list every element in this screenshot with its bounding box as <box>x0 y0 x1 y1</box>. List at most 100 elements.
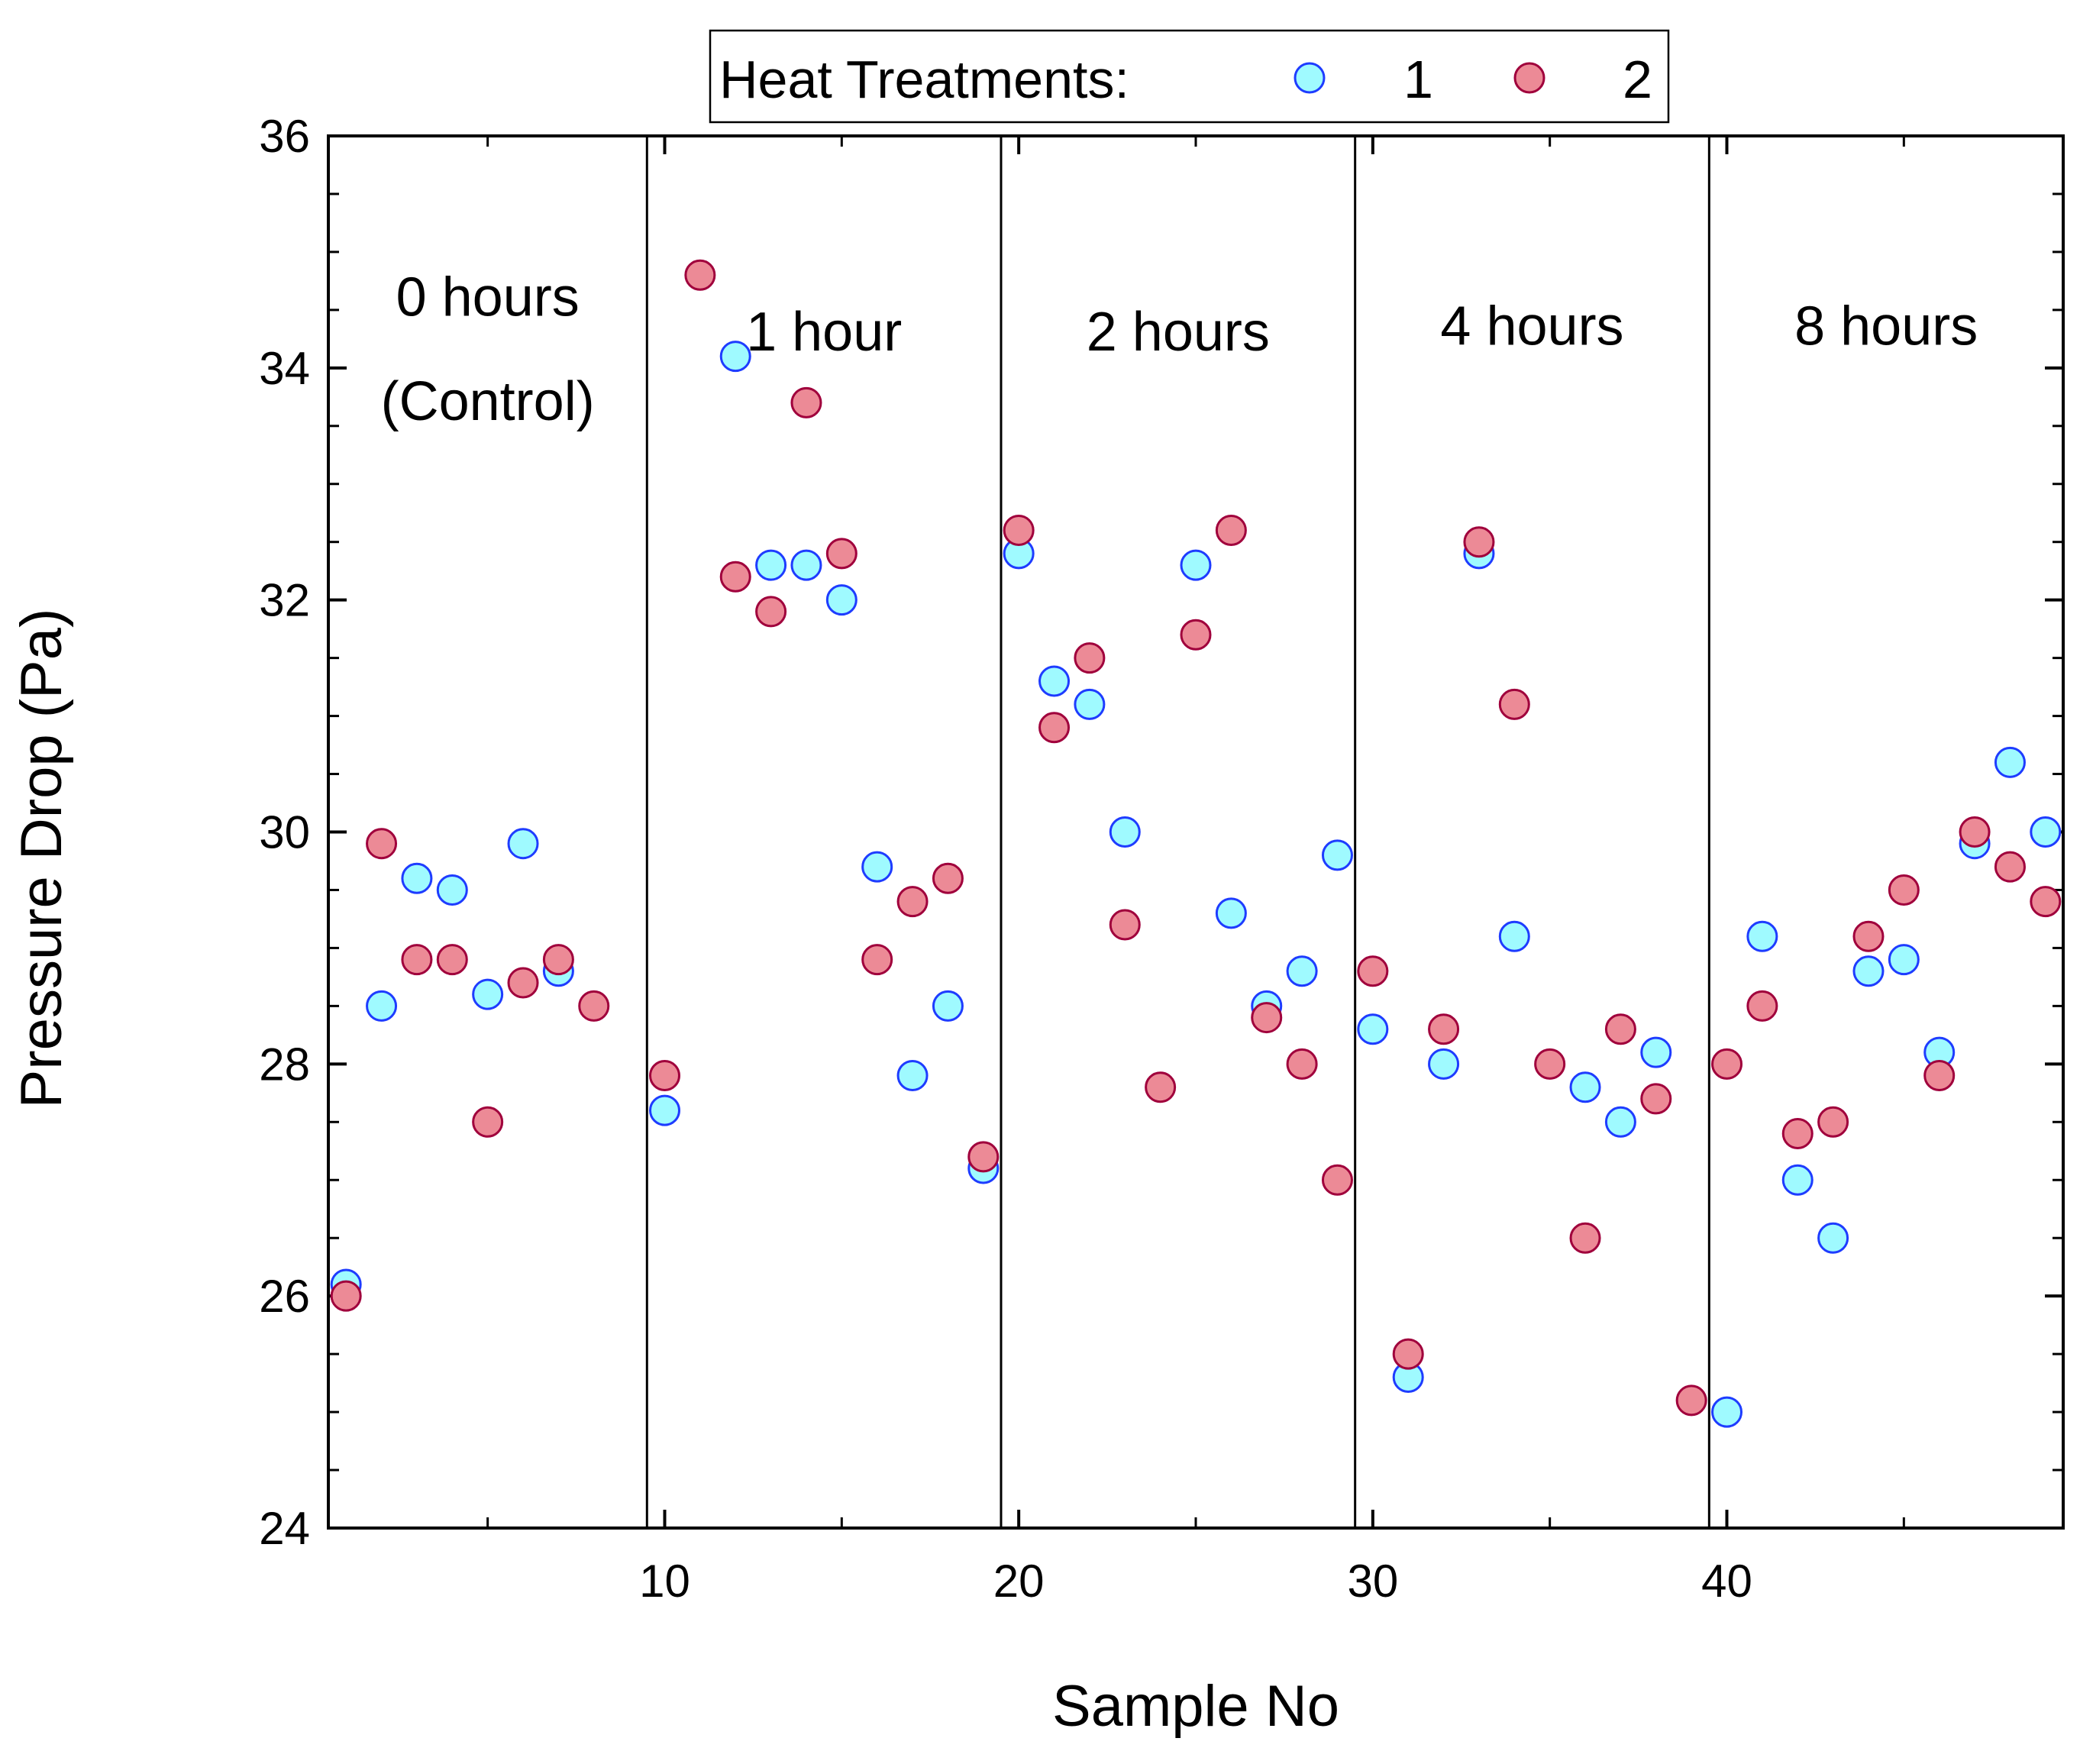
data-point-series-1 <box>507 828 539 860</box>
data-point-series-1 <box>1180 549 1212 581</box>
data-point-series-2 <box>932 862 964 894</box>
data-point-series-2 <box>790 386 822 418</box>
data-point-series-1 <box>1286 955 1318 987</box>
data-point-series-2 <box>1604 1013 1636 1045</box>
x-tick-label: 20 <box>993 1556 1045 1607</box>
region-labels-layer: 0 hours (Control) 1 hour 2 hours 4 hours 8 ho… <box>381 267 1978 432</box>
data-point-series-2 <box>1640 1083 1672 1115</box>
data-point-series-2 <box>967 1141 1000 1173</box>
legend-label-series-2: 2 <box>1623 50 1652 109</box>
data-point-series-1 <box>1746 920 1778 952</box>
data-point-series-2 <box>1003 515 1035 547</box>
data-point-series-1 <box>1781 1164 1814 1196</box>
data-point-series-2 <box>1817 1106 1849 1138</box>
data-point-series-2 <box>1463 526 1495 558</box>
data-point-series-1 <box>2030 816 2062 848</box>
data-point-series-1 <box>1604 1106 1636 1138</box>
data-point-series-1 <box>719 341 751 373</box>
data-point-series-2 <box>755 596 787 628</box>
data-point-series-1 <box>932 990 964 1022</box>
data-point-series-1 <box>896 1060 929 1092</box>
data-point-series-2 <box>1215 515 1247 547</box>
data-point-series-1 <box>436 874 468 906</box>
data-point-series-2 <box>578 990 610 1022</box>
data-point-series-2 <box>1711 1048 1743 1080</box>
legend-label-series-1: 1 <box>1403 50 1433 109</box>
data-point-series-1 <box>1215 897 1247 929</box>
data-point-series-2 <box>1428 1013 1460 1045</box>
data-point-series-1 <box>861 851 893 883</box>
data-point-series-1 <box>1357 1013 1389 1045</box>
region-label: 0 hours <box>396 267 580 328</box>
data-point-series-2 <box>1180 619 1212 651</box>
legend-box <box>709 29 1670 124</box>
data-point-series-2 <box>401 944 433 976</box>
data-point-series-2 <box>1038 712 1071 744</box>
data-point-series-2 <box>1109 909 1141 941</box>
x-tick-label: 10 <box>639 1556 690 1607</box>
data-point-series-2 <box>1746 990 1778 1022</box>
data-point-series-1 <box>1321 839 1353 871</box>
data-point-series-1 <box>1428 1048 1460 1080</box>
x-axis-title: Sample No <box>1052 1674 1339 1739</box>
x-tick-label: 30 <box>1347 1556 1398 1607</box>
legend-title: Heat Treatments: <box>719 50 1129 109</box>
data-point-series-1 <box>1074 688 1106 720</box>
data-point-series-1 <box>648 1094 680 1126</box>
data-point-series-2 <box>719 561 751 593</box>
data-point-series-2 <box>1781 1117 1814 1149</box>
data-point-series-2 <box>1675 1384 1707 1417</box>
region-label: (Control) <box>381 371 595 432</box>
ticks-layer: 24 26 28 30 32 34 36 10 20 30 40 <box>259 111 2063 1607</box>
data-point-series-2 <box>896 886 929 918</box>
data-point-series-2 <box>1357 955 1389 987</box>
data-point-series-2 <box>366 828 398 860</box>
data-point-series-1 <box>472 978 504 1010</box>
data-point-series-1 <box>755 549 787 581</box>
points-layer <box>330 259 2062 1428</box>
data-point-series-2 <box>1392 1338 1424 1370</box>
data-point-series-1 <box>1852 955 1885 987</box>
data-point-series-2 <box>1888 874 1920 906</box>
legend: Heat Treatments: 1 2 <box>709 29 1670 124</box>
data-point-series-2 <box>825 538 858 570</box>
data-point-series-1 <box>825 584 858 616</box>
data-point-series-2 <box>2030 886 2062 918</box>
legend-marker-series-1 <box>1294 62 1326 94</box>
dividers-layer <box>645 136 1710 1528</box>
data-point-series-2 <box>1286 1048 1318 1080</box>
data-point-series-2 <box>861 944 893 976</box>
data-point-series-1 <box>1888 944 1920 976</box>
data-point-series-1 <box>1569 1071 1601 1103</box>
data-point-series-1 <box>401 862 433 894</box>
data-point-series-1 <box>1109 816 1141 848</box>
data-point-series-2 <box>542 944 574 976</box>
data-point-series-1 <box>1711 1396 1743 1428</box>
y-tick-label: 24 <box>259 1503 310 1554</box>
data-point-series-2 <box>1321 1164 1353 1196</box>
data-point-series-2 <box>684 259 716 291</box>
y-tick-label: 32 <box>259 575 310 626</box>
region-label: 8 hours <box>1794 296 1978 357</box>
data-point-series-2 <box>1994 851 2026 883</box>
region-label: 2 hours <box>1087 302 1270 363</box>
y-axis-title: Pressure Drop (Pa) <box>9 609 74 1109</box>
region-label: 4 hours <box>1440 296 1623 357</box>
x-tick-label: 40 <box>1701 1556 1752 1607</box>
data-point-series-2 <box>472 1106 504 1138</box>
data-point-series-2 <box>1959 816 1991 848</box>
data-point-series-1 <box>1640 1036 1672 1068</box>
data-point-series-2 <box>1852 920 1885 952</box>
y-tick-label: 26 <box>259 1271 310 1322</box>
data-point-series-1 <box>1498 920 1530 952</box>
data-point-series-1 <box>1817 1222 1849 1254</box>
data-point-series-2 <box>330 1280 362 1312</box>
data-point-series-2 <box>507 967 539 999</box>
data-point-series-2 <box>648 1060 680 1092</box>
data-point-series-2 <box>436 944 468 976</box>
data-point-series-2 <box>1498 688 1530 720</box>
y-tick-label: 28 <box>259 1039 310 1090</box>
data-point-series-1 <box>1038 665 1071 697</box>
data-point-series-2 <box>1145 1071 1177 1103</box>
